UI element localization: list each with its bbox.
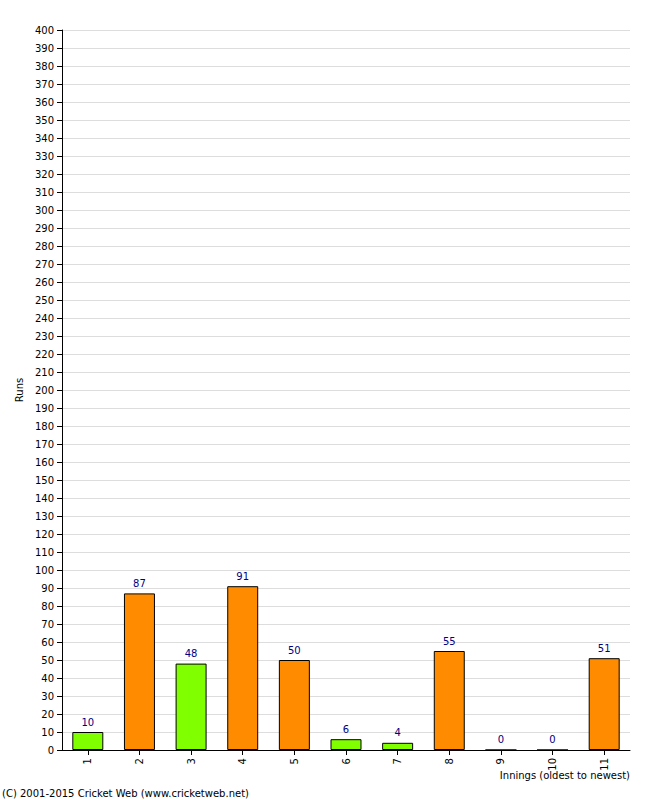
svg-text:310: 310: [35, 187, 54, 198]
svg-text:4: 4: [237, 758, 248, 764]
svg-text:0: 0: [549, 734, 555, 745]
svg-text:300: 300: [35, 205, 54, 216]
svg-text:6: 6: [341, 758, 352, 764]
svg-text:180: 180: [35, 421, 54, 432]
svg-text:270: 270: [35, 259, 54, 270]
svg-text:130: 130: [35, 511, 54, 522]
svg-text:190: 190: [35, 403, 54, 414]
svg-text:350: 350: [35, 115, 54, 126]
svg-text:110: 110: [35, 547, 54, 558]
svg-text:230: 230: [35, 331, 54, 342]
svg-text:0: 0: [48, 745, 54, 756]
svg-text:90: 90: [41, 583, 54, 594]
svg-text:280: 280: [35, 241, 54, 252]
svg-text:140: 140: [35, 493, 54, 504]
svg-text:50: 50: [41, 655, 54, 666]
svg-text:11: 11: [599, 758, 610, 771]
svg-text:6: 6: [343, 724, 349, 735]
svg-text:(C) 2001-2015 Cricket Web (www: (C) 2001-2015 Cricket Web (www.cricketwe…: [2, 788, 249, 799]
svg-text:4: 4: [394, 727, 400, 738]
svg-text:100: 100: [35, 565, 54, 576]
svg-text:360: 360: [35, 97, 54, 108]
svg-text:91: 91: [236, 571, 249, 582]
svg-text:170: 170: [35, 439, 54, 450]
svg-text:5: 5: [289, 758, 300, 764]
svg-text:150: 150: [35, 475, 54, 486]
svg-text:50: 50: [288, 645, 301, 656]
svg-text:400: 400: [35, 25, 54, 36]
svg-text:20: 20: [41, 709, 54, 720]
svg-text:8: 8: [444, 758, 455, 764]
svg-text:Innings (oldest to newest): Innings (oldest to newest): [500, 770, 630, 781]
svg-text:340: 340: [35, 133, 54, 144]
svg-text:330: 330: [35, 151, 54, 162]
svg-text:1: 1: [82, 758, 93, 764]
svg-text:7: 7: [392, 758, 403, 764]
svg-text:87: 87: [133, 578, 146, 589]
svg-text:60: 60: [41, 637, 54, 648]
svg-text:Runs: Runs: [14, 378, 25, 402]
svg-text:10: 10: [41, 727, 54, 738]
svg-text:80: 80: [41, 601, 54, 612]
svg-text:260: 260: [35, 277, 54, 288]
svg-text:48: 48: [185, 648, 198, 659]
svg-text:210: 210: [35, 367, 54, 378]
svg-text:2: 2: [134, 758, 145, 764]
svg-text:120: 120: [35, 529, 54, 540]
svg-text:10: 10: [81, 717, 94, 728]
svg-text:9: 9: [495, 758, 506, 764]
svg-text:380: 380: [35, 61, 54, 72]
svg-text:55: 55: [443, 636, 456, 647]
svg-text:390: 390: [35, 43, 54, 54]
svg-text:10: 10: [547, 758, 558, 771]
svg-text:240: 240: [35, 313, 54, 324]
svg-text:200: 200: [35, 385, 54, 396]
svg-text:30: 30: [41, 691, 54, 702]
svg-text:250: 250: [35, 295, 54, 306]
svg-text:51: 51: [598, 643, 611, 654]
svg-text:370: 370: [35, 79, 54, 90]
svg-text:3: 3: [186, 758, 197, 764]
svg-text:160: 160: [35, 457, 54, 468]
svg-text:0: 0: [498, 734, 504, 745]
svg-text:220: 220: [35, 349, 54, 360]
svg-text:320: 320: [35, 169, 54, 180]
svg-text:40: 40: [41, 673, 54, 684]
svg-text:290: 290: [35, 223, 54, 234]
svg-text:70: 70: [41, 619, 54, 630]
